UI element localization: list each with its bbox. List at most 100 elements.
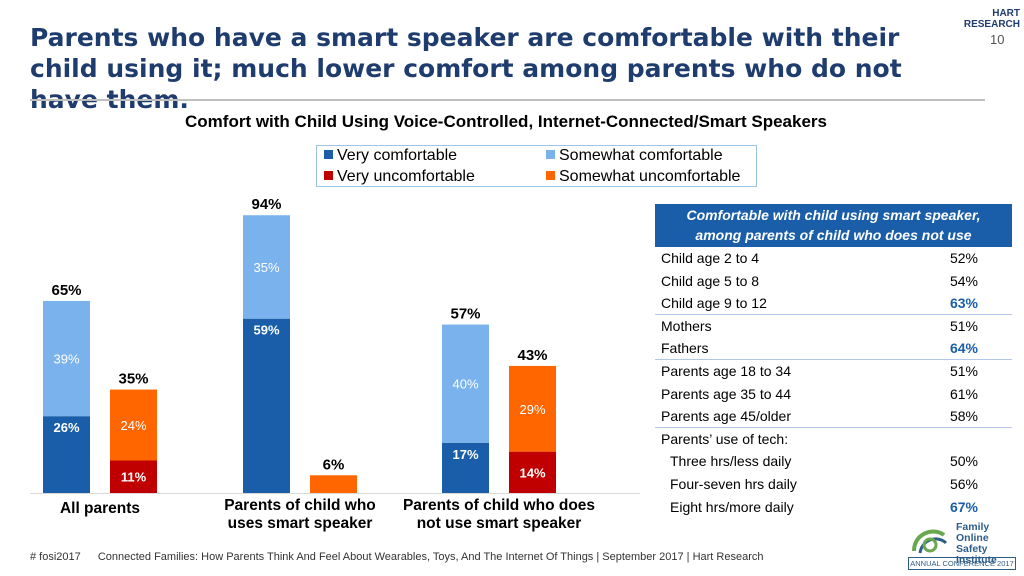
legend-label: Somewhat uncomfortable (559, 168, 741, 185)
subgroup-label: Mothers (661, 317, 712, 334)
footer-source: Connected Families: How Parents Think An… (97, 551, 764, 563)
legend-swatch (324, 171, 333, 180)
subgroup-table-row: Child age 9 to 12 63% (655, 292, 1012, 315)
fosi-name: Family Online Safety Institute (956, 522, 1016, 566)
logo-line-2: RESEARCH (963, 19, 1020, 30)
legend-label: Somewhat comfortable (559, 147, 723, 164)
subgroup-table-row: Three hrs/less daily 50% (655, 450, 1012, 473)
legend-item-somewhat-uncomfortable: Somewhat uncomfortable (546, 168, 740, 186)
bar-somewhat-uncomfortable (110, 389, 157, 461)
subgroup-label: Child age 5 to 8 (661, 272, 760, 289)
subgroup-table-row: Mothers 51% (655, 315, 1012, 338)
data-label-somewhat-comfortable: 35% (253, 260, 279, 275)
hart-research-logo: HART RESEARCH (935, 8, 1020, 30)
subgroup-label: Eight hrs/more daily (670, 498, 794, 515)
data-label-somewhat-comfortable: 39% (53, 352, 79, 367)
chart-legend: Very comfortable Somewhat comfortable Ve… (316, 145, 757, 187)
subgroup-label: Fathers (661, 340, 709, 357)
subgroup-table-row: Child age 2 to 4 52% (655, 247, 1012, 270)
subgroup-table-header: Comfortable with child using smart speak… (655, 204, 1012, 247)
subgroup-value: 51% (949, 317, 978, 334)
subgroup-value: 50% (949, 453, 978, 470)
total-label-comfortable: 65% (51, 282, 81, 299)
logo-line-1: HART (992, 8, 1020, 19)
footer-hashtag: # fosi2017 (30, 551, 81, 563)
legend-swatch (546, 150, 555, 159)
slide-title: Parents who have a smart speaker are com… (30, 23, 902, 114)
fosi-name-line-2: Online Safety (956, 532, 989, 555)
legend-swatch (324, 150, 333, 159)
subgroup-table-row: Four-seven hrs daily 56% (655, 473, 1012, 496)
chart-title: Comfort with Child Using Voice-Controlle… (185, 112, 827, 131)
subgroup-value: 54% (949, 272, 978, 289)
data-label-somewhat-comfortable: 40% (452, 377, 478, 392)
subgroup-table-row: Fathers 64% (655, 337, 1012, 360)
total-label-comfortable: 57% (450, 306, 480, 323)
subgroup-value: 64% (949, 340, 978, 357)
subgroup-table-row: Parents age 18 to 34 51% (655, 360, 1012, 383)
category-label: Parents of child who does (403, 497, 595, 514)
subgroup-label: Parents age 18 to 34 (661, 362, 791, 379)
bar-somewhat-comfortable (243, 215, 290, 319)
legend-label: Very comfortable (337, 147, 458, 164)
bar-somewhat-comfortable (43, 300, 90, 417)
data-label-very-comfortable: 17% (452, 447, 478, 462)
subgroup-label: Child age 2 to 4 (661, 250, 760, 266)
page-number: 10 (990, 32, 1005, 47)
subgroup-table-row: Eight hrs/more daily 67% (655, 496, 1012, 519)
bar-very-comfortable (243, 318, 290, 493)
bar-somewhat-uncomfortable (310, 475, 357, 493)
title-divider (30, 99, 985, 101)
subgroup-label: Four-seven hrs daily (670, 475, 797, 492)
fosi-logo: Family Online Safety Institute ANNUAL CO… (908, 521, 1016, 571)
fosi-name-line-3: Institute (956, 554, 997, 566)
category-label: Parents of child who (224, 497, 376, 514)
subgroup-value: 67% (949, 498, 978, 515)
subgroup-label: Three hrs/less daily (670, 453, 792, 470)
bar-very-uncomfortable (110, 460, 157, 493)
total-label-uncomfortable: 6% (323, 456, 345, 473)
subgroup-value: 61% (949, 385, 978, 402)
category-label: not use smart speaker (417, 515, 582, 532)
bar-somewhat-uncomfortable (509, 365, 556, 452)
subgroup-label: Parents age 35 to 44 (661, 385, 791, 402)
subgroup-table-row: Parents’ use of tech: (655, 428, 1012, 451)
subgroup-table-row: Parents age 35 to 44 61% (655, 383, 1012, 406)
subgroup-table: Comfortable with child using smart speak… (655, 204, 1012, 518)
category-label: uses smart speaker (228, 515, 373, 532)
legend-swatch (546, 171, 555, 180)
legend-item-somewhat-comfortable: Somewhat comfortable (546, 147, 723, 165)
data-label-very-uncomfortable: 11% (121, 470, 147, 485)
category-label: All parents (60, 500, 140, 517)
bar-somewhat-comfortable (442, 324, 489, 443)
subgroup-label: Parents’ use of tech: (661, 430, 789, 447)
legend-item-very-comfortable: Very comfortable (324, 147, 457, 165)
header-line-2: among parents of child who does not use (695, 227, 972, 243)
legend-item-very-uncomfortable: Very uncomfortable (324, 168, 475, 186)
data-label-very-comfortable: 59% (253, 323, 279, 338)
subgroup-label: Child age 9 to 12 (661, 295, 767, 312)
subgroup-value: 63% (949, 295, 978, 312)
legend-label: Very uncomfortable (337, 168, 475, 185)
data-label-very-uncomfortable: 14% (519, 465, 545, 480)
data-label-somewhat-uncomfortable: 24% (120, 418, 146, 433)
conference-badge: ANNUAL CONFERENCE 2017 (908, 557, 1016, 570)
data-label-somewhat-uncomfortable: 29% (519, 402, 545, 417)
bar-very-comfortable (43, 416, 90, 493)
subgroup-table-rows: Child age 2 to 4 52% Child age 5 to 8 54% Ch… (655, 247, 1012, 518)
subgroup-value: 56% (949, 475, 978, 492)
header-line-1: Comfortable with child using smart speak… (686, 207, 981, 223)
subgroup-value: 51% (949, 362, 978, 379)
bar-very-comfortable (442, 442, 489, 493)
fosi-name-line-1: Family (956, 521, 990, 533)
subgroup-label: Parents age 45/older (661, 408, 791, 425)
footer: # fosi2017 Connected Families: How Paren… (30, 551, 764, 563)
stacked-bar-chart: 26% 39% 65% 11% 24% 35% All parents 59% 35% 94% 6%… (30, 196, 640, 532)
total-label-uncomfortable: 35% (118, 371, 148, 388)
subgroup-value: 52% (949, 250, 978, 266)
subgroup-value: 58% (949, 408, 978, 425)
subgroup-table-row: Child age 5 to 8 54% (655, 270, 1012, 293)
total-label-comfortable: 94% (251, 196, 281, 213)
data-label-very-comfortable: 26% (53, 420, 79, 435)
bar-very-uncomfortable (509, 451, 556, 493)
